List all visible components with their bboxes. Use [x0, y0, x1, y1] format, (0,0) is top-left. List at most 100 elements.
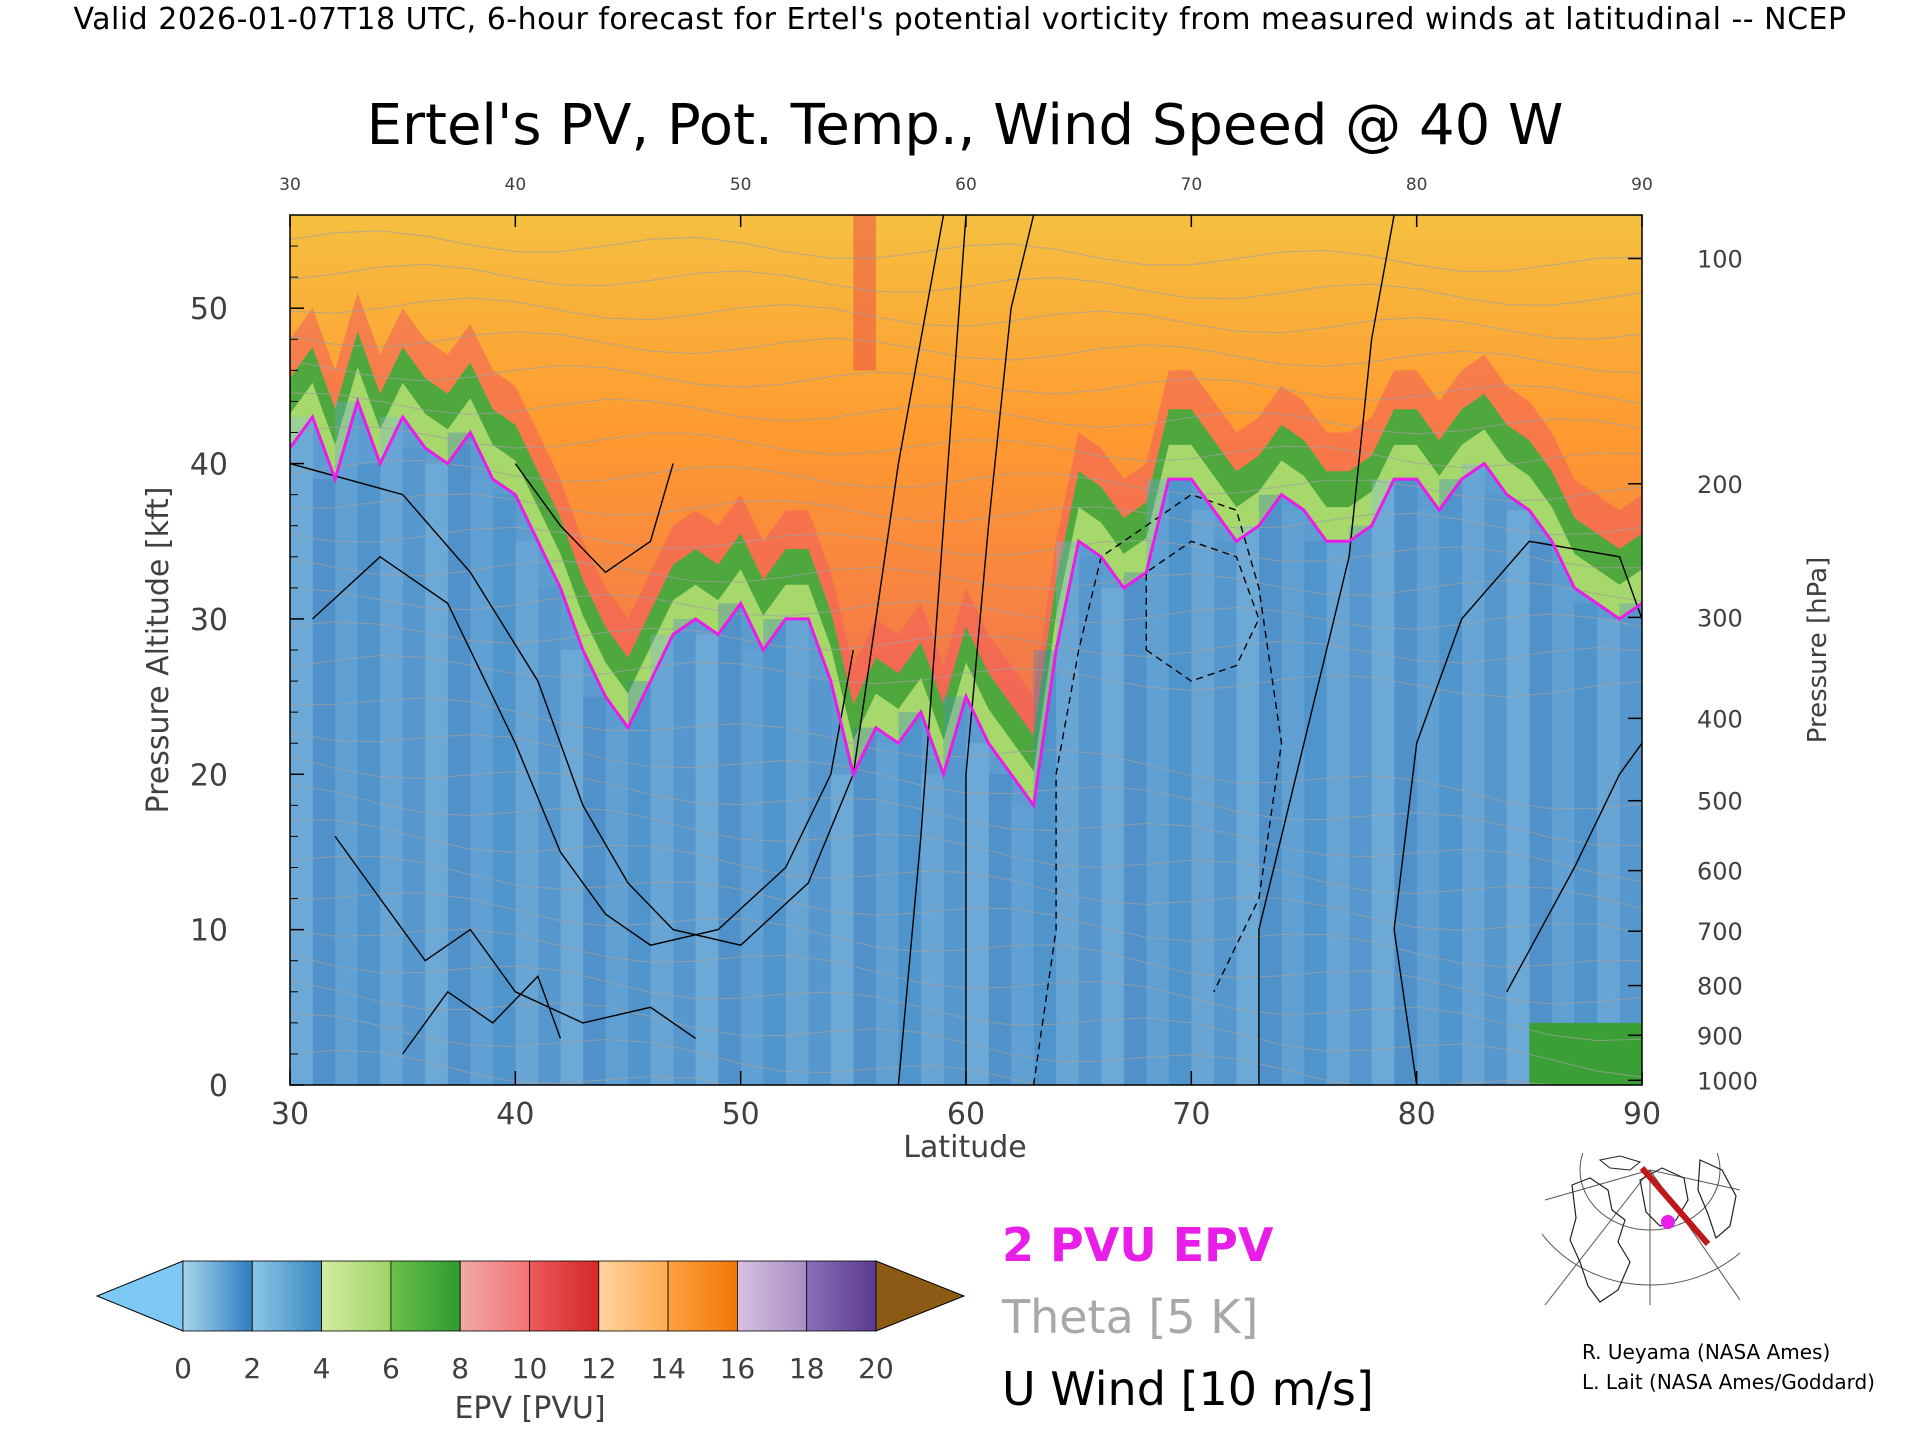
field-texture [1529, 541, 1553, 1085]
field-texture [1394, 479, 1418, 1085]
y-tick-label: 10 [190, 914, 228, 949]
figure-banner: Valid 2026-01-07T18 UTC, 6-hour forecast… [73, 2, 1847, 37]
theta-contour [290, 297, 1642, 340]
u-wind-contour [897, 215, 967, 1085]
field-texture [853, 727, 877, 1085]
map-cross-section-line [1639, 1166, 1711, 1246]
u-wind-contour [402, 975, 562, 1055]
u-wind-contour [1393, 540, 1642, 1085]
colorbar-tick-label: 2 [243, 1352, 261, 1385]
field-texture [988, 774, 1012, 1085]
colorbar-tick-label: 20 [858, 1352, 894, 1385]
field-texture [1236, 525, 1260, 1085]
colorbar: 0 2 4 6 8 10 12 14 16 18 20 [95, 1260, 966, 1385]
x-top-tick-label: 60 [955, 175, 977, 195]
y2-tick-label: 800 [1697, 973, 1743, 1001]
credit-line-1: R. Ueyama (NASA Ames) [1582, 1340, 1831, 1364]
u-wind-contour [965, 215, 1035, 1085]
field-texture [1281, 510, 1305, 1085]
theta-contour [290, 263, 1642, 306]
colorbar-tick-label: 0 [174, 1352, 192, 1385]
colorbar-tick-label: 6 [382, 1352, 400, 1385]
legend-2pvu: 2 PVU EPV [1002, 1218, 1274, 1272]
field-texture [1168, 479, 1192, 1085]
field-texture [605, 727, 629, 1085]
field-texture [335, 401, 359, 1085]
colorbar-bin [459, 1260, 530, 1332]
field-texture [1123, 572, 1147, 1085]
field-texture [1146, 479, 1170, 1085]
legend-theta: Theta [5 K] [1002, 1290, 1259, 1344]
colorbar-bin [529, 1260, 600, 1332]
map-meridian [1649, 1169, 1740, 1191]
field-texture [718, 603, 742, 1085]
theta-contour [290, 526, 1642, 569]
field-texture [1371, 479, 1395, 1085]
field-texture [966, 743, 990, 1085]
colorbar-tick-label: 16 [720, 1352, 756, 1385]
y-tick-label: 0 [209, 1069, 228, 1104]
theta-contour [290, 230, 1642, 273]
y2-tick-label: 400 [1697, 705, 1743, 733]
inset-map [1542, 1153, 1740, 1305]
plot-area [290, 215, 1642, 1085]
chart-title: Ertel's PV, Pot. Temp., Wind Speed @ 40 … [367, 93, 1564, 158]
x-tick-label: 60 [947, 1097, 985, 1132]
colorbar-under-arrow [95, 1260, 184, 1332]
map-meridian [1544, 1169, 1651, 1305]
y2-tick-label: 300 [1697, 604, 1743, 632]
map-meridian [1544, 1169, 1651, 1201]
field-texture [785, 618, 809, 1085]
field-texture [1213, 541, 1237, 1085]
y2-tick-label: 700 [1697, 918, 1743, 946]
field-texture [312, 479, 336, 1085]
colorbar-label: EPV [PVU] [454, 1391, 605, 1426]
field-texture [1416, 510, 1440, 1085]
colorbar-bin [737, 1260, 808, 1332]
field-texture [650, 634, 674, 1085]
x-top-tick-label: 80 [1406, 175, 1428, 195]
y2-axis-title: Pressure [hPa] [1803, 557, 1833, 744]
y2-tick-label: 100 [1697, 246, 1743, 274]
field-texture [1619, 603, 1642, 1085]
y2-tick-label: 900 [1697, 1022, 1743, 1050]
field-texture [943, 696, 967, 1085]
u-wind-contour [290, 215, 945, 946]
field-texture [380, 416, 404, 1085]
x-top-tick-label: 40 [505, 175, 527, 195]
field-texture [1078, 556, 1102, 1085]
legend-u-wind: U Wind [10 m/s] [1002, 1362, 1374, 1416]
u-wind-contour-negative [1145, 540, 1260, 682]
x-top-tick-label: 50 [730, 175, 752, 195]
y-tick-label: 20 [190, 758, 228, 793]
colorbar-tick-label: 10 [512, 1352, 548, 1385]
field-texture [1349, 525, 1373, 1085]
theta-contour [290, 654, 1642, 698]
field-texture [898, 712, 922, 1085]
theta-contour [290, 392, 1642, 435]
field-texture [447, 432, 471, 1085]
field-texture [763, 618, 787, 1085]
map-coastline-arctic [1598, 1155, 1642, 1171]
colorbar-bin [321, 1260, 392, 1332]
x-tick-label: 80 [1398, 1097, 1436, 1132]
credit-line-2: L. Lait (NASA Ames/Goddard) [1582, 1370, 1875, 1394]
colorbar-over-arrow [875, 1260, 966, 1332]
field-texture [830, 774, 854, 1085]
y-tick-label: 30 [190, 603, 228, 638]
field-texture [1439, 479, 1463, 1085]
y-tick-label: 50 [190, 292, 228, 327]
x-tick-label: 70 [1172, 1097, 1210, 1132]
map-coastline-north-america [1569, 1177, 1631, 1303]
field-texture [537, 587, 561, 1085]
colorbar-bin [598, 1260, 669, 1332]
field-texture [695, 634, 719, 1085]
field-texture [425, 463, 449, 1085]
x-tick-label: 50 [722, 1097, 760, 1132]
colorbar-bin [251, 1260, 323, 1332]
x-tick-label: 40 [496, 1097, 534, 1132]
field-surface-pv [1529, 1022, 1642, 1085]
colorbar-bin [806, 1260, 877, 1332]
theta-contour [290, 697, 1642, 810]
